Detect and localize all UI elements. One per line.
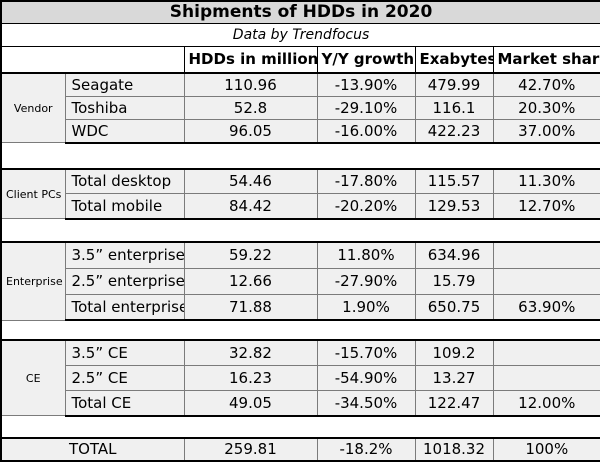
- value-market-share: 63.90%: [492, 293, 600, 322]
- table-row: Total enterprise 71.88 1.90% 650.75 63.9…: [1, 293, 600, 322]
- value-market-share: [492, 339, 600, 366]
- value-market-share: [492, 240, 600, 269]
- subtitle-row: Data by Trendfocus: [1, 23, 600, 47]
- column-header-row: HDDs in million Y/Y growth Exabytes Mark…: [1, 45, 600, 74]
- group-label-enterprise: Enterprise: [0, 240, 66, 321]
- separator-row: [1, 218, 600, 242]
- value-hdds-million: 32.82: [183, 339, 318, 366]
- separator-row: [1, 415, 600, 438]
- value-yy-growth: 11.80%: [316, 240, 416, 269]
- row-label: 2.5” enterprise: [64, 267, 185, 295]
- table-row: Toshiba 52.8 -29.10% 116.1 20.30%: [1, 95, 600, 120]
- group-label-client-pcs: Client PCs: [0, 167, 66, 220]
- separator-cell: [1, 320, 600, 341]
- table-row: Total mobile 84.42 -20.20% 129.53 12.70%: [1, 193, 600, 220]
- value-yy-growth: -17.80%: [316, 167, 416, 195]
- value-hdds-million: 16.23: [183, 364, 318, 392]
- separator-row: [1, 142, 600, 169]
- table-row: Client PCs Total desktop 54.46 -17.80% 1…: [0, 167, 600, 220]
- value-yy-growth: -54.90%: [316, 364, 416, 392]
- value-hdds-million: 96.05: [183, 118, 318, 144]
- page-title: Shipments of HDDs in 2020: [1, 1, 600, 24]
- value-market-share: 42.70%: [492, 72, 600, 97]
- row-label: Total desktop: [64, 167, 185, 195]
- table-row: WDC 96.05 -16.00% 422.23 37.00%: [1, 118, 600, 144]
- col-header-exabytes: Exabytes: [414, 45, 494, 74]
- row-label: 3.5” CE: [64, 339, 185, 366]
- value-exabytes: 115.57: [414, 167, 494, 195]
- group-label-ce: CE: [0, 339, 66, 417]
- value-yy-growth: -16.00%: [316, 118, 416, 144]
- row-label: Seagate: [64, 72, 185, 97]
- table-row: 2.5” enterprise 12.66 -27.90% 15.79: [1, 267, 600, 295]
- group-label-vendor: Vendor: [0, 72, 66, 144]
- value-yy-growth: -20.20%: [316, 193, 416, 220]
- value-exabytes: 116.1: [414, 95, 494, 120]
- value-exabytes: 15.79: [414, 267, 494, 295]
- separator-cell: [1, 142, 600, 169]
- row-label: WDC: [64, 118, 185, 144]
- value-market-share: 12.00%: [492, 390, 600, 417]
- separator-cell: [1, 415, 600, 438]
- value-yy-growth: 1.90%: [316, 293, 416, 322]
- separator-row: [1, 320, 600, 341]
- value-hdds-million: 54.46: [183, 167, 318, 195]
- value-exabytes: 650.75: [414, 293, 494, 322]
- value-market-share: 20.30%: [492, 95, 600, 120]
- table-row: Total CE 49.05 -34.50% 122.47 12.00%: [1, 390, 600, 417]
- row-label: Total enterprise: [64, 293, 185, 322]
- value-hdds-million: 84.42: [183, 193, 318, 220]
- total-market-share: 100%: [492, 436, 600, 462]
- value-yy-growth: -29.10%: [316, 95, 416, 120]
- row-label: Toshiba: [64, 95, 185, 120]
- value-hdds-million: 52.8: [183, 95, 318, 120]
- value-exabytes: 479.99: [414, 72, 494, 97]
- col-header-market-share: Market share: [492, 45, 600, 74]
- value-exabytes: 13.27: [414, 364, 494, 392]
- value-exabytes: 109.2: [414, 339, 494, 366]
- table-row: Enterprise 3.5” enterprise 59.22 11.80% …: [0, 240, 600, 321]
- value-market-share: 11.30%: [492, 167, 600, 195]
- table-row: CE 3.5” CE 32.82 -15.70% 109.2: [0, 339, 600, 417]
- value-yy-growth: -15.70%: [316, 339, 416, 366]
- value-market-share: 12.70%: [492, 193, 600, 220]
- value-exabytes: 122.47: [414, 390, 494, 417]
- table-row: 2.5” CE 16.23 -54.90% 13.27: [1, 364, 600, 392]
- value-market-share: [492, 267, 600, 295]
- table-row: Vendor Seagate 110.96 -13.90% 479.99 42.…: [0, 72, 600, 144]
- value-hdds-million: 12.66: [183, 267, 318, 295]
- total-yy-growth: -18.2%: [316, 436, 416, 462]
- value-yy-growth: -34.50%: [316, 390, 416, 417]
- value-exabytes: 422.23: [414, 118, 494, 144]
- total-hdds-million: 259.81: [183, 436, 318, 462]
- total-row: TOTAL 259.81 -18.2% 1018.32 100%: [0, 436, 600, 462]
- row-label: Total CE: [64, 390, 185, 417]
- title-row: Shipments of HDDs in 2020: [1, 1, 600, 24]
- col-header-yy-growth: Y/Y growth: [316, 45, 416, 74]
- row-label: 2.5” CE: [64, 364, 185, 392]
- value-market-share: 37.00%: [492, 118, 600, 144]
- row-label: 3.5” enterprise: [64, 240, 185, 269]
- value-hdds-million: 59.22: [183, 240, 318, 269]
- value-exabytes: 129.53: [414, 193, 494, 220]
- value-hdds-million: 110.96: [183, 72, 318, 97]
- value-exabytes: 634.96: [414, 240, 494, 269]
- separator-cell: [1, 218, 600, 242]
- value-market-share: [492, 364, 600, 392]
- value-yy-growth: -27.90%: [316, 267, 416, 295]
- value-hdds-million: 71.88: [183, 293, 318, 322]
- total-exabytes: 1018.32: [414, 436, 494, 462]
- col-header-hdds-million: HDDs in million: [183, 45, 318, 74]
- corner-cell: [1, 46, 185, 74]
- table-subtitle: Data by Trendfocus: [1, 23, 600, 47]
- row-label: Total mobile: [64, 193, 185, 220]
- total-label: TOTAL: [0, 436, 185, 462]
- value-hdds-million: 49.05: [183, 390, 318, 417]
- value-yy-growth: -13.90%: [316, 72, 416, 97]
